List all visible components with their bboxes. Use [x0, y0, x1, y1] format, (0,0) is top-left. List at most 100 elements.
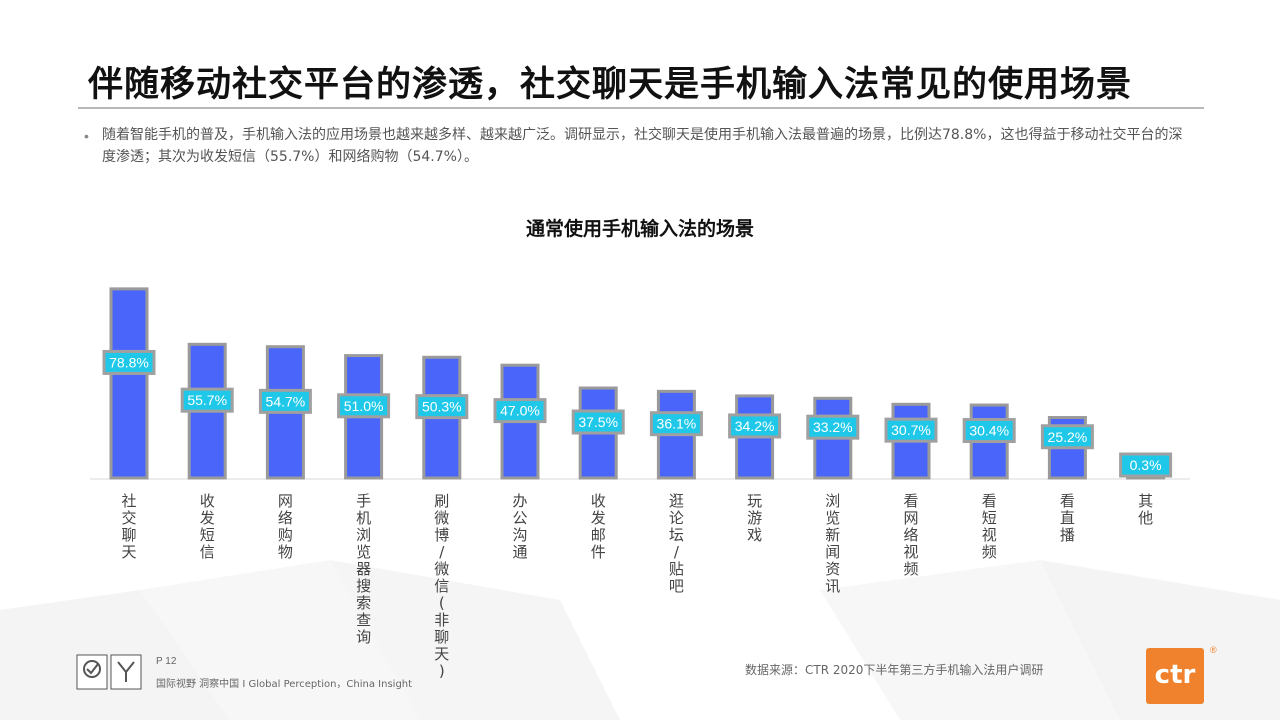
data-label-3: 54.7% [266, 393, 306, 409]
svg-text:浏: 浏 [825, 492, 840, 510]
svg-text:沟: 沟 [512, 526, 527, 544]
category-label-13: 看直播 [1060, 492, 1075, 544]
svg-text:浏: 浏 [356, 526, 371, 544]
svg-text:通: 通 [512, 543, 527, 561]
svg-text:新: 新 [825, 526, 840, 544]
data-label-14: 0.3% [1130, 457, 1162, 473]
data-label-box-6 [493, 398, 547, 424]
svg-text:直: 直 [1060, 509, 1075, 527]
data-label-5: 50.3% [422, 399, 462, 415]
category-label-9: 玩游戏 [747, 492, 762, 544]
svg-text:信: 信 [434, 577, 449, 595]
bullet-icon: • [84, 128, 89, 144]
data-label-8: 36.1% [657, 416, 697, 432]
data-label-box-5 [415, 394, 469, 420]
ctr-logo-text: ctr [1154, 660, 1196, 690]
data-label-box-11 [884, 417, 938, 443]
data-label-box-7 [571, 409, 625, 435]
svg-text:/: / [439, 543, 445, 561]
svg-text:聊: 聊 [121, 526, 136, 544]
svg-text:发: 发 [200, 509, 215, 527]
data-label-9: 34.2% [735, 418, 775, 434]
certification-logos [76, 654, 142, 690]
ctr-logo: ctr [1146, 648, 1204, 704]
svg-text:频: 频 [982, 543, 997, 561]
svg-text:玩: 玩 [747, 492, 762, 510]
svg-text:讯: 讯 [825, 577, 840, 595]
svg-text:坛: 坛 [669, 526, 684, 544]
category-label-8: 逛论坛/贴吧 [669, 492, 684, 595]
svg-text:购: 购 [278, 526, 293, 544]
svg-text:): ) [439, 662, 445, 680]
data-label-box-2 [180, 387, 234, 413]
category-label-14: 其他 [1138, 492, 1153, 527]
svg-text:信: 信 [200, 543, 215, 561]
footer-slogan: 国际视野 洞察中国 I Global Perception，China Insi… [156, 679, 413, 690]
data-source-note: 数据来源：CTR 2020下半年第三方手机输入法用户调研 [745, 663, 1044, 677]
svg-text:闻: 闻 [825, 543, 840, 561]
svg-text:览: 览 [356, 543, 371, 561]
data-label-7: 37.5% [578, 414, 618, 430]
svg-text:视: 视 [982, 526, 997, 544]
svg-text:络: 络 [903, 526, 918, 544]
svg-text:物: 物 [278, 543, 293, 561]
category-label-3: 网络购物 [278, 492, 293, 561]
svg-text:邮: 邮 [591, 526, 606, 544]
data-label-box-10 [806, 414, 860, 440]
svg-text:收: 收 [591, 492, 606, 510]
svg-text:发: 发 [591, 509, 606, 527]
svg-text:视: 视 [903, 543, 918, 561]
chart-title: 通常使用手机输入法的场景 [525, 218, 754, 240]
data-label-11: 30.7% [891, 422, 931, 438]
svg-text:索: 索 [356, 594, 371, 612]
data-label-2: 55.7% [187, 392, 227, 408]
svg-text:询: 询 [356, 628, 371, 646]
data-label-box-8 [649, 411, 703, 437]
svg-text:频: 频 [903, 560, 918, 578]
svg-text:公: 公 [512, 509, 527, 527]
svg-text:器: 器 [356, 560, 371, 578]
svg-text:手: 手 [356, 492, 371, 510]
svg-text:/: / [674, 543, 680, 561]
svg-text:短: 短 [982, 509, 997, 527]
svg-text:吧: 吧 [669, 577, 684, 595]
data-label-12: 30.4% [969, 423, 1009, 439]
slide-title: 伴随移动社交平台的渗透，社交聊天是手机输入法常见的使用场景 [88, 65, 1133, 105]
svg-text:贴: 贴 [669, 560, 684, 578]
category-label-1: 社交聊天 [121, 492, 136, 561]
svg-text:天: 天 [434, 645, 449, 663]
svg-text:机: 机 [356, 509, 371, 527]
svg-text:搜: 搜 [356, 577, 371, 595]
data-label-box-1 [102, 349, 156, 375]
svg-text:论: 论 [669, 509, 684, 527]
data-label-13: 25.2% [1048, 429, 1088, 445]
data-label-box-12 [962, 418, 1016, 444]
data-label-box-13 [1040, 424, 1094, 450]
data-label-box-14 [1119, 452, 1173, 478]
bullet-text: 随着智能手机的普及，手机输入法的应用场景也越来越多样、越来越广泛。调研显示，社交… [102, 127, 1183, 165]
data-label-4: 51.0% [344, 398, 384, 414]
svg-text:聊: 聊 [434, 628, 449, 646]
svg-text:非: 非 [434, 611, 449, 629]
svg-text:查: 查 [356, 611, 371, 629]
svg-text:件: 件 [591, 543, 606, 561]
svg-text:游: 游 [747, 509, 762, 527]
svg-text:微: 微 [434, 509, 449, 527]
svg-text:其: 其 [1138, 492, 1153, 510]
svg-text:逛: 逛 [669, 492, 684, 510]
svg-text:览: 览 [825, 509, 840, 527]
svg-text:播: 播 [1060, 526, 1075, 544]
svg-text:网: 网 [903, 509, 918, 527]
page-number: P 12 [156, 656, 177, 667]
svg-text:天: 天 [121, 543, 136, 561]
svg-text:络: 络 [278, 509, 293, 527]
svg-text:看: 看 [982, 492, 997, 510]
svg-text:短: 短 [200, 526, 215, 544]
